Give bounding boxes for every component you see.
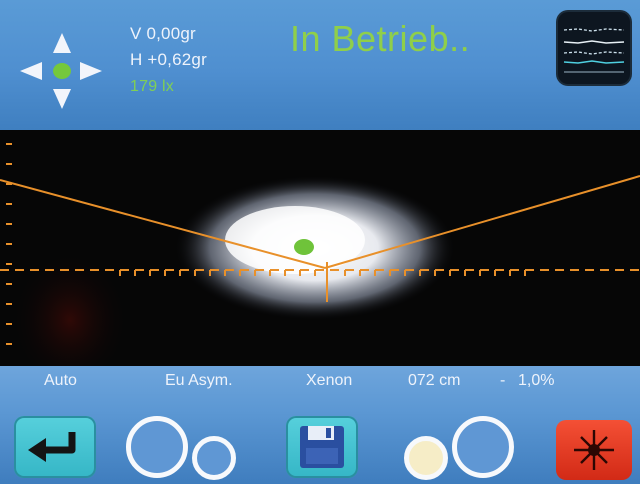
horizontal-angle-readout: H +0,62gr xyxy=(130,50,207,69)
hotspot-marker-icon xyxy=(294,239,314,255)
bottom-panel: Auto Eu Asym. Xenon 072 cm - 1,0% xyxy=(0,366,640,484)
background-glow xyxy=(10,250,130,366)
large-circle-icon xyxy=(452,416,514,478)
small-circle-icon xyxy=(192,436,236,480)
graph-thumbnail-icon[interactable] xyxy=(558,12,630,84)
lamp-type-label: Xenon xyxy=(306,372,353,389)
arrow-right-icon[interactable] xyxy=(80,62,102,80)
save-button[interactable] xyxy=(286,416,358,478)
small-large-circles-button[interactable] xyxy=(400,410,520,484)
return-arrow-icon xyxy=(28,432,76,462)
back-button[interactable] xyxy=(14,416,96,478)
arrow-up-icon[interactable] xyxy=(53,33,71,53)
large-circle-icon xyxy=(126,416,188,478)
arrow-left-icon[interactable] xyxy=(20,62,42,80)
top-panel: V 0,00gr H +0,62gr 179 lx In Betrieb.. xyxy=(0,0,640,130)
direction-cross-icon[interactable] xyxy=(20,33,104,109)
small-circle-icon xyxy=(404,436,448,480)
tilt-label: 1,0% xyxy=(518,372,555,389)
arrow-down-icon[interactable] xyxy=(53,89,71,109)
center-scale-ticks xyxy=(119,270,526,276)
lux-readout: 179 lx xyxy=(130,78,174,95)
light-spot xyxy=(175,176,455,320)
vertical-angle-readout: V 0,00gr xyxy=(130,24,196,43)
beam-pattern-label: Eu Asym. xyxy=(165,372,233,389)
status-text: In Betrieb.. xyxy=(290,18,471,59)
cutoff-line xyxy=(0,175,640,269)
beam-pattern-display xyxy=(0,130,640,366)
large-small-circles-button[interactable] xyxy=(126,410,242,484)
laser-button[interactable] xyxy=(556,420,632,480)
floppy-disk-icon xyxy=(300,426,344,468)
laser-icon xyxy=(574,430,614,470)
center-dot-icon xyxy=(53,63,71,79)
separator-label: - xyxy=(500,372,506,389)
distance-label: 072 cm xyxy=(408,372,461,389)
mode-label: Auto xyxy=(44,372,77,389)
